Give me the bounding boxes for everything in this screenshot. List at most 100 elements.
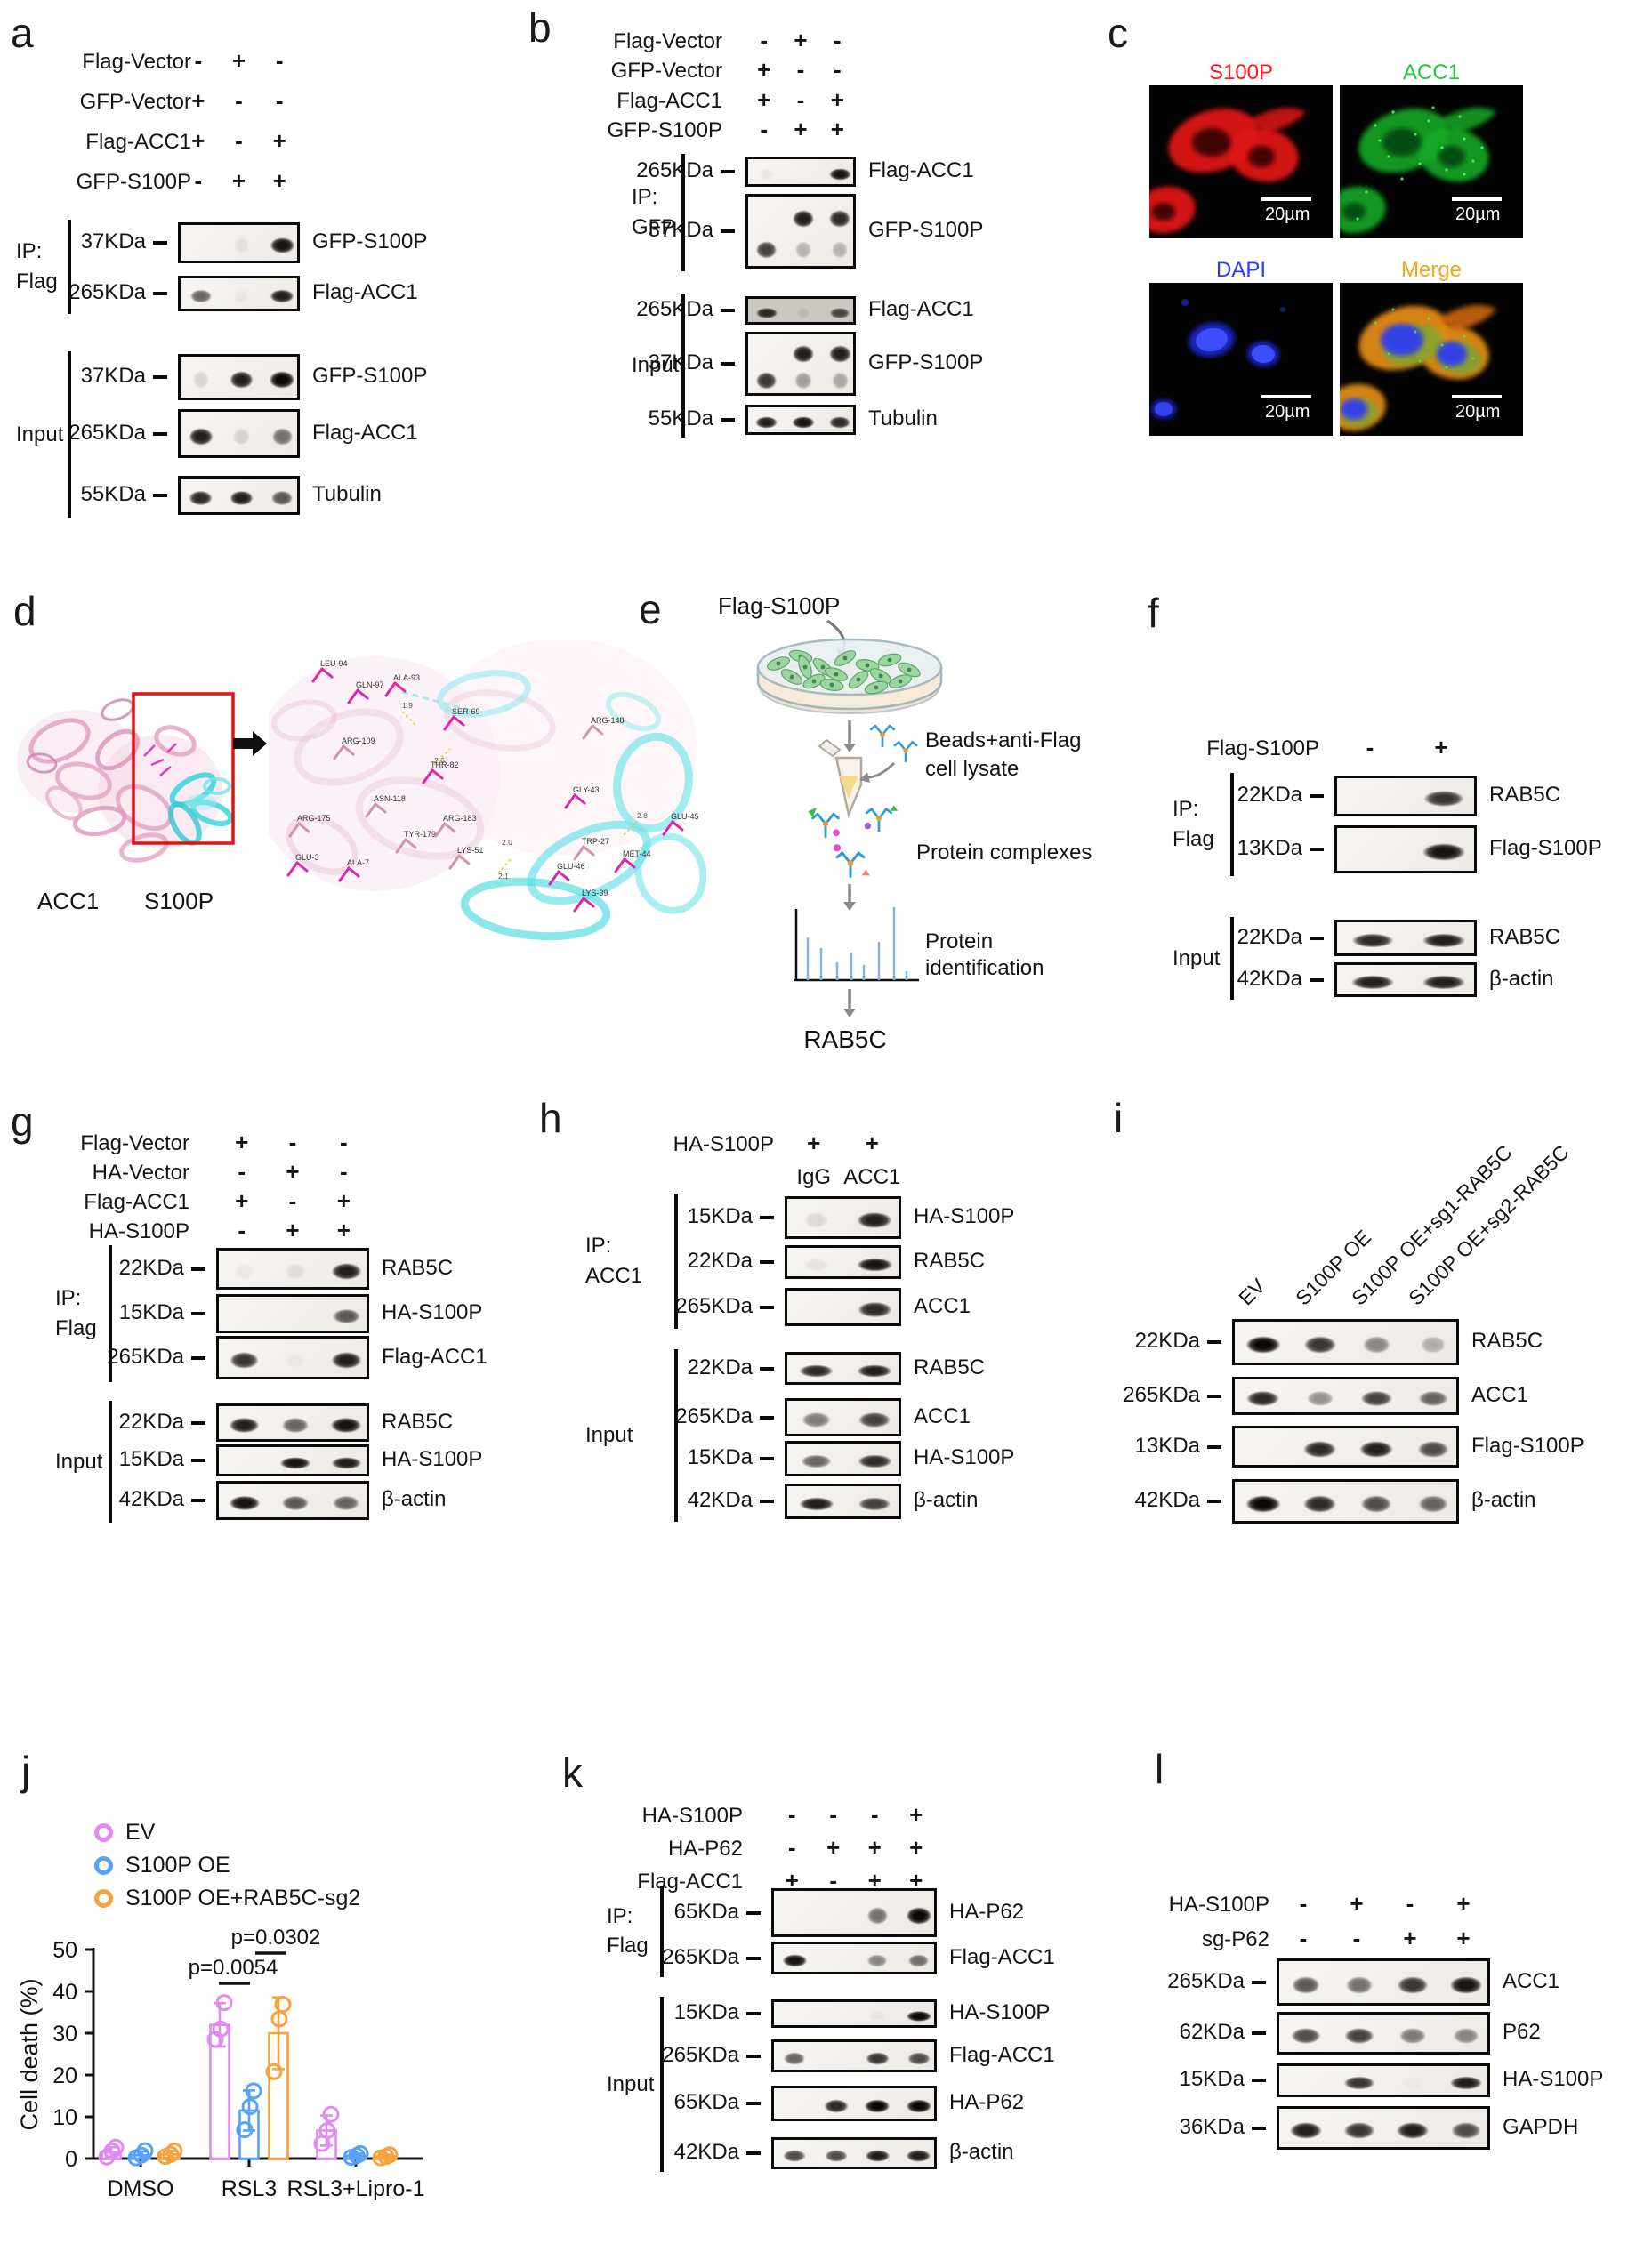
section-label: IP: Flag [1173, 797, 1214, 851]
wb-band [902, 2147, 934, 2165]
condition-value: + [272, 127, 286, 154]
kda-tick [1252, 2126, 1266, 2130]
condition-value: - [339, 1158, 348, 1185]
panel-i-letter: i [1114, 1095, 1124, 1141]
panel-j-letter: j [21, 1748, 31, 1794]
kda-label: 265KDa [636, 297, 713, 321]
scale-bar [1261, 197, 1311, 201]
cell-death-chart-svg: 0 10 20 30 40 50 DMSO RSL3 RSL3+Lipro-1 Cell deat… [16, 1926, 424, 2201]
protein-label: Tubulin [868, 406, 938, 430]
wb-band [1354, 1438, 1399, 1460]
lane-header: IgG [796, 1165, 832, 1189]
protein-label: Flag-ACC1 [312, 280, 418, 304]
panel-d-letter: d [13, 588, 36, 634]
svg-text:0: 0 [65, 2147, 77, 2172]
wb-band [1414, 840, 1473, 864]
blot-box [745, 405, 856, 435]
blot-box [771, 2137, 937, 2169]
wb-band [1286, 1973, 1326, 1997]
svg-text:10: 10 [52, 2105, 77, 2130]
section-divider [109, 1401, 112, 1523]
condition-label: Flag-Vector [613, 29, 722, 53]
wb-band [185, 487, 217, 509]
panel-f: f Flag-S100P - + IP: Flag 22KDa RAB5C 13KDa Flag… [1130, 578, 1644, 1090]
kda-label: 22KDa [1237, 924, 1302, 949]
protein-label: RAB5C [382, 1409, 454, 1434]
kda-label: 37KDa [80, 229, 146, 253]
wb-band [860, 2096, 895, 2116]
protein-label: Flag-ACC1 [868, 297, 974, 321]
blot-box [216, 1294, 369, 1333]
kda-label: 265KDa [675, 1403, 753, 1428]
condition-value: - [829, 1801, 838, 1828]
section-label: Input [607, 2071, 655, 2096]
protein-label: ACC1 [914, 1293, 971, 1318]
protein-label: Flag-ACC1 [312, 420, 418, 445]
panel-a: a Flag-Vector - + - GFP-Vector + - - Flag-ACC1 + -… [9, 7, 516, 581]
protein-label: RAB5C [382, 1255, 454, 1280]
condition-value: + [235, 1187, 249, 1214]
blot-box [785, 1484, 901, 1519]
kda-tick [1310, 794, 1324, 798]
condition-label: Flag-Vector [82, 50, 191, 74]
condition-value: - [1406, 1890, 1414, 1917]
kda-label: 13KDa [1237, 836, 1302, 860]
panel-j: j 0 10 20 30 40 50 DMSO RSL3 RSL3+Lipro-1 Cell de… [9, 1745, 559, 2268]
section-label: Input [1173, 945, 1221, 970]
condition-value: - [288, 1129, 297, 1155]
panel-b: b Flag-Vector - + - GFP-Vector + - - Flag-ACC1 + -… [525, 7, 1108, 581]
condition-value: + [286, 1217, 300, 1243]
protein-label: RAB5C [1489, 783, 1561, 807]
protein-label: HA-S100P [1503, 2067, 1604, 2091]
micro-image-acc1: 20µm [1340, 85, 1523, 238]
rab5c-result-label: RAB5C [803, 1025, 886, 1053]
condition-value: + [1456, 1925, 1471, 1951]
kda-tick [153, 241, 167, 245]
condition-value: + [1434, 734, 1448, 760]
structure-detail-image: LEU-94 GLN-97 ALA-93 SER-69 THR-82 ARG-109 ASN… [269, 640, 706, 941]
condition-value: - [870, 1801, 879, 1828]
protein-label: RAB5C [1489, 924, 1561, 949]
condition-value: + [785, 1867, 799, 1894]
panel-e-letter: e [639, 586, 662, 632]
condition-value: - [833, 27, 842, 53]
condition-value: + [794, 115, 808, 142]
condition-value: - [833, 56, 842, 84]
kda-label: 265KDa [107, 1344, 184, 1369]
wb-band [779, 2147, 810, 2165]
scale-bar-label: 20µm [1265, 205, 1310, 224]
kda-label: 65KDa [673, 2090, 739, 2114]
condition-label: HA-S100P [88, 1219, 189, 1243]
section-divider [1230, 917, 1234, 1000]
svg-text:Beads+anti-Flag: Beads+anti-Flag [925, 728, 1081, 752]
blot-box [1334, 776, 1477, 816]
condition-label: Flag-ACC1 [616, 88, 722, 113]
structure-label-s100p: S100P [144, 888, 214, 914]
wb-band [265, 368, 297, 391]
svg-text:GLU-46: GLU-46 [557, 862, 585, 871]
blot-box [745, 194, 856, 269]
kda-label: 22KDa [1134, 1329, 1200, 1353]
condition-value: - [238, 1158, 246, 1185]
protein-label: HA-S100P [382, 1300, 483, 1324]
protein-label: Flag-ACC1 [868, 158, 974, 182]
wb-band [1298, 1438, 1342, 1460]
wb-band [1392, 1973, 1433, 1997]
section-label: IP: GFP [632, 185, 676, 239]
section-divider [681, 294, 685, 438]
condition-value: + [1350, 1890, 1364, 1917]
protein-label: HA-S100P [949, 2000, 1051, 2024]
blot-box [771, 2086, 937, 2121]
micro-title-merge: Merge [1400, 258, 1463, 282]
wb-band [1339, 2119, 1380, 2143]
kda-tick [760, 1216, 774, 1219]
kda-tick [746, 2151, 761, 2155]
svg-text:2.8: 2.8 [637, 811, 648, 820]
wb-band [1391, 2119, 1434, 2143]
kda-label: 22KDa [118, 1409, 184, 1434]
svg-text:MET-44: MET-44 [623, 849, 651, 858]
wb-band [851, 1209, 899, 1232]
wb-band [1448, 2024, 1484, 2047]
wb-band [277, 1492, 314, 1514]
wb-band [901, 1903, 934, 1927]
